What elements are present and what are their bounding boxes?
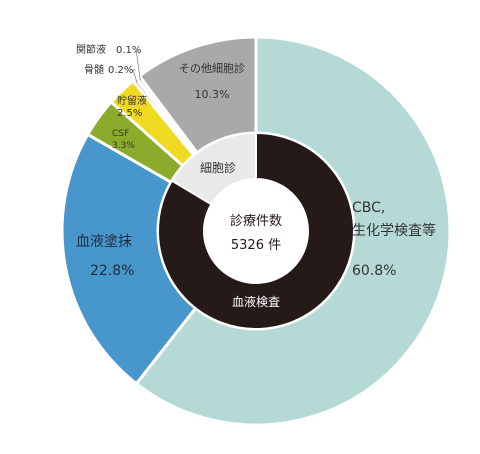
outer-label-3: 貯留液 (117, 94, 147, 107)
outer-value-1: 22.8% (90, 263, 134, 279)
outer-label-6: その他細胞診 (179, 61, 245, 75)
outer-value-4: 0.2% (108, 65, 133, 76)
outer-label-0: CBC,生化学検査等 (352, 200, 436, 239)
outer-value-2: 3.3% (112, 141, 135, 151)
outer-value-5: 0.1% (116, 45, 141, 56)
outer-label-4: 骨髄 (84, 63, 104, 76)
outer-label-1: 血液塗抹 (76, 233, 132, 250)
center-hole (204, 179, 308, 283)
inner-label-0: 血液検査 (232, 294, 280, 309)
outer-value-6: 10.3% (195, 88, 230, 101)
inner-label-1: 細胞診 (200, 160, 236, 175)
outer-value-0: 60.8% (352, 263, 396, 279)
leader-line-4 (132, 69, 138, 83)
leader-line-5 (135, 49, 141, 81)
outer-value-3: 2.5% (117, 108, 142, 119)
center-total: 5326 件 (231, 238, 281, 253)
outer-label-2: CSF (112, 129, 129, 139)
center-title: 診療件数 (230, 213, 282, 229)
outer-label-5: 関節液 (76, 43, 106, 56)
